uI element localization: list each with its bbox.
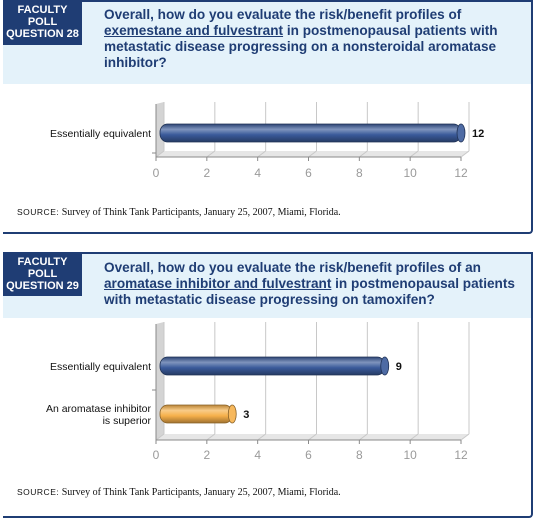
question-text: Overall, how do you evaluate the risk/be… (104, 7, 498, 70)
x-tick-label: 2 (203, 448, 210, 462)
badge-line-2: POLL (27, 16, 58, 28)
category-label: Essentially equivalent (50, 361, 151, 373)
x-tick-label: 4 (254, 448, 261, 462)
grid-line-floor (257, 150, 266, 158)
question-underlined: aromatase inhibitor and fulvestrant (104, 276, 332, 291)
data-label: 9 (396, 361, 402, 373)
data-label: 12 (472, 128, 484, 140)
grid-line-floor (359, 150, 368, 158)
data-label: 3 (243, 409, 249, 421)
x-tick-label: 2 (203, 166, 210, 180)
bar-cap-1 (227, 404, 237, 424)
category-label: An aromatase inhibitor is superior (46, 403, 152, 427)
grid-line-floor (359, 433, 368, 441)
x-tick-label: 0 (153, 448, 160, 462)
bar-1 (159, 404, 233, 424)
grid-line-floor (206, 150, 216, 158)
bar-0 (159, 356, 386, 376)
grid-line-floor (409, 433, 419, 441)
poll-panel-28: FACULTY POLL QUESTION 28 Overall, how do… (3, 0, 533, 234)
poll-panel-29: FACULTY POLL QUESTION 29 Overall, how do… (3, 252, 533, 518)
grid-line-floor (155, 150, 165, 158)
x-tick-label: 6 (305, 166, 312, 180)
grid-line-floor (308, 150, 317, 158)
x-tick-label: 12 (454, 166, 468, 180)
badge-line-2: POLL (27, 268, 58, 280)
poll-badge: FACULTY POLL QUESTION 29 (3, 252, 82, 296)
question-header: FACULTY POLL QUESTION 28 Overall, how do… (3, 0, 531, 84)
bar-cap-0 (456, 123, 466, 143)
source-note: SOURCE: Survey of Think Tank Participant… (17, 207, 341, 218)
badge-line-1: FACULTY (17, 4, 68, 16)
grid-line-floor (308, 433, 317, 441)
floor-wall (156, 322, 164, 440)
grid-line-floor (460, 433, 470, 441)
question-text: Overall, how do you evaluate the risk/be… (104, 260, 515, 307)
category-label: Essentially equivalent (50, 128, 151, 140)
x-tick-label: 0 (153, 166, 160, 180)
badge-line-3: QUESTION 29 (6, 280, 79, 292)
x-tick-label: 12 (454, 448, 468, 462)
source-note: SOURCE: Survey of Think Tank Participant… (17, 487, 341, 498)
grid-line-floor (460, 150, 470, 158)
x-tick-label: 4 (254, 166, 261, 180)
bar-chart-28: 0 2 4 6 8 10 12 12 Essentially equivalent (50, 102, 484, 180)
x-tick-label: 10 (403, 166, 417, 180)
bar-0 (159, 123, 462, 143)
grid-line-floor (257, 433, 266, 441)
bar-chart-29: 0 2 4 6 8 10 12 9 Essentially equivalent 3 An arom… (46, 322, 470, 462)
badge-line-1: FACULTY (17, 256, 68, 268)
x-tick-label: 8 (356, 166, 363, 180)
x-tick-label: 8 (356, 448, 363, 462)
question-header: FACULTY POLL QUESTION 29 Overall, how do… (3, 252, 531, 318)
bar-cap-0 (380, 356, 390, 376)
poll-badge: FACULTY POLL QUESTION 28 (3, 0, 82, 45)
x-tick-label: 10 (403, 448, 417, 462)
question-underlined: exemestane and fulvestrant (104, 23, 284, 38)
grid-line-floor (409, 150, 419, 158)
grid-line-floor (155, 433, 165, 441)
badge-line-3: QUESTION 28 (6, 28, 79, 40)
grid-line-floor (206, 433, 216, 441)
x-tick-label: 6 (305, 448, 312, 462)
